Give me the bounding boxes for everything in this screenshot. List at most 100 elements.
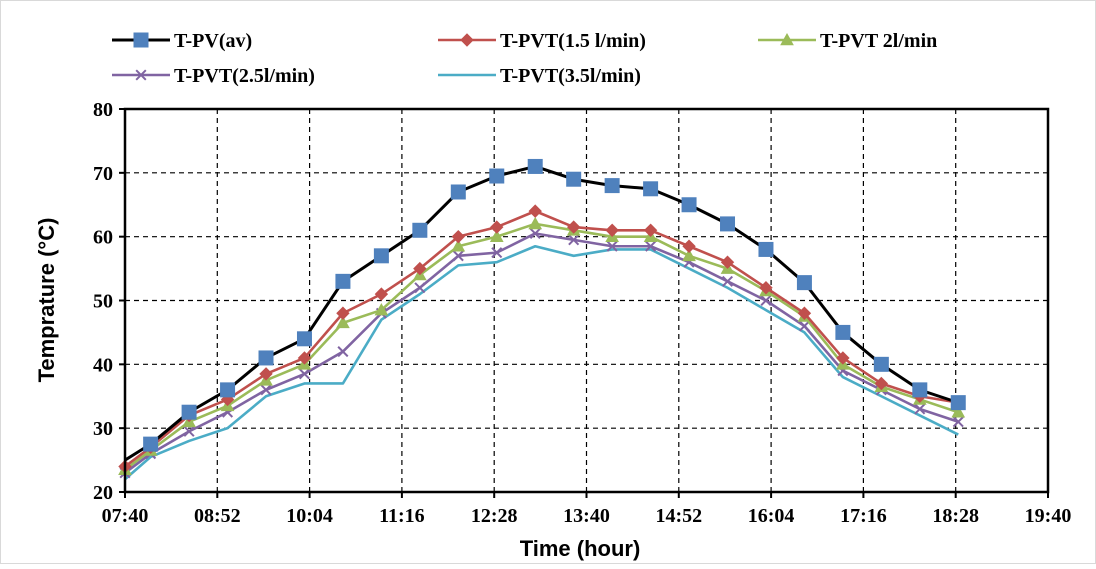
y-axis-title: Temprature (°C) — [34, 218, 59, 383]
legend-marker — [780, 32, 794, 46]
legend-label: T-PVT 2l/min — [820, 30, 937, 52]
data-point — [528, 204, 542, 218]
data-point — [759, 281, 773, 295]
data-point — [489, 229, 504, 242]
data-point — [490, 220, 504, 234]
legend-marker — [460, 33, 474, 47]
data-point — [874, 376, 889, 391]
data-point — [912, 382, 928, 398]
data-point — [873, 356, 889, 372]
x-tick-label: 07:40 — [102, 505, 149, 527]
data-point — [643, 223, 658, 237]
data-point — [528, 216, 543, 230]
series-layer — [118, 158, 966, 481]
legend-label: T-PVT(3.5l/min) — [500, 65, 641, 87]
x-tick-label: 17:16 — [840, 505, 887, 527]
data-point — [412, 222, 428, 238]
legend-item: T-PVT(2.5l/min) — [112, 65, 315, 87]
legend-label: T-PV(av) — [174, 30, 252, 52]
y-tick-label: 70 — [93, 163, 113, 185]
data-point — [337, 346, 349, 358]
data-point — [604, 178, 620, 194]
x-tick-label: 11:16 — [379, 505, 425, 527]
data-point — [681, 197, 697, 213]
data-point — [797, 306, 812, 320]
data-point — [451, 239, 466, 252]
data-point — [450, 184, 466, 200]
y-tick-label: 30 — [93, 418, 113, 440]
data-point — [336, 306, 350, 320]
data-point — [527, 158, 543, 174]
axes: 20 30 40 50 60 70 80 07:40 08:52 10:04 11:16 12:28 1… — [93, 99, 1071, 527]
y-tick-label: 50 — [93, 291, 113, 313]
data-point — [645, 240, 657, 252]
data-point — [374, 303, 389, 316]
data-point — [760, 294, 772, 307]
y-tick-label: 80 — [93, 99, 113, 121]
legend-marker — [133, 32, 149, 48]
data-point — [373, 248, 389, 264]
legend-item: T-PVT(1.5 l/min) — [438, 30, 646, 52]
data-point — [566, 171, 582, 187]
data-point — [296, 331, 312, 347]
data-point — [758, 241, 774, 257]
legend: T-PV(av) T-PVT(1.5 l/min) T-PVT 2l/min T-PV… — [112, 30, 937, 87]
data-point — [451, 229, 466, 244]
data-point — [336, 315, 350, 329]
data-point — [258, 350, 274, 366]
data-point — [529, 227, 541, 239]
data-point — [835, 324, 851, 340]
data-point — [720, 255, 735, 269]
data-point — [682, 239, 696, 253]
data-point — [298, 368, 310, 380]
x-tick-label: 19:40 — [1025, 505, 1072, 527]
data-point — [836, 351, 850, 365]
y-tick-label: 60 — [93, 227, 113, 249]
plot-area — [123, 107, 1050, 494]
data-point — [220, 382, 236, 398]
data-point — [183, 425, 195, 437]
x-tick-label: 16:04 — [748, 505, 795, 527]
legend-marker — [135, 69, 147, 81]
data-point — [489, 168, 505, 184]
legend-item: T-PVT 2l/min — [758, 30, 937, 52]
x-tick-label: 08:52 — [194, 505, 241, 527]
data-point — [297, 351, 312, 365]
data-point — [952, 416, 964, 428]
data-point — [682, 248, 696, 262]
x-tick-label: 18:28 — [932, 505, 979, 527]
data-point — [413, 261, 427, 276]
series-5 — [124, 244, 959, 481]
data-point — [720, 216, 736, 232]
y-tick-label: 40 — [93, 354, 113, 376]
series-1 — [124, 158, 966, 462]
legend-label: T-PVT(2.5l/min) — [174, 65, 315, 87]
data-point — [568, 234, 580, 246]
data-point — [452, 250, 464, 262]
data-point — [566, 220, 581, 234]
series-line — [124, 244, 959, 481]
data-point — [374, 287, 389, 301]
y-tick-label: 20 — [93, 482, 113, 504]
data-point — [335, 273, 351, 289]
data-point — [605, 223, 619, 237]
data-point — [798, 320, 810, 332]
legend-item: T-PVT(3.5l/min) — [438, 65, 641, 87]
data-point — [950, 395, 966, 411]
data-point — [259, 367, 273, 381]
data-point — [722, 275, 734, 287]
data-point — [414, 282, 426, 294]
data-point — [143, 436, 159, 452]
x-tick-label: 10:04 — [286, 505, 333, 527]
legend-item: T-PV(av) — [112, 30, 252, 52]
data-point — [951, 405, 966, 418]
data-point — [491, 247, 503, 259]
data-point — [643, 181, 659, 197]
legend-label: T-PVT(1.5 l/min) — [500, 30, 646, 52]
data-point — [260, 384, 272, 396]
data-point — [914, 403, 926, 415]
data-point — [606, 240, 618, 252]
